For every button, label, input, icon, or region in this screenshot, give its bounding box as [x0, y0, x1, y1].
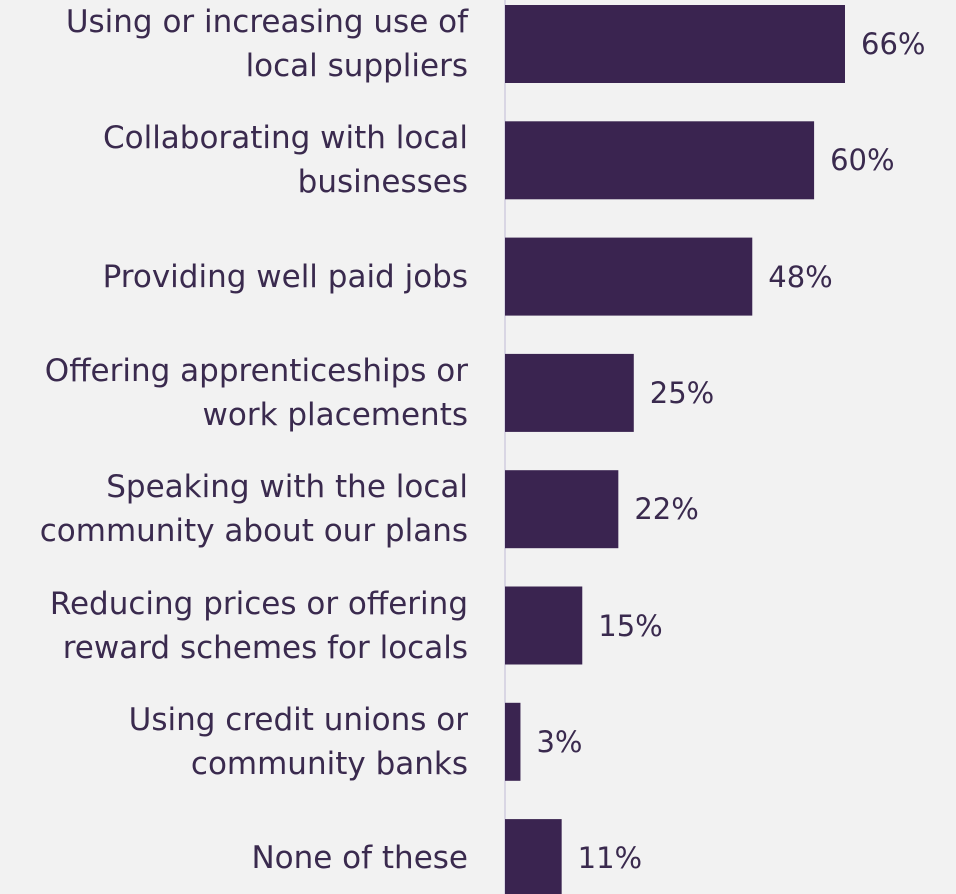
- value-label: 3%: [536, 725, 582, 759]
- category-label: Speaking with the local community about …: [0, 465, 468, 553]
- category-label: Using credit unions or community banks: [0, 698, 468, 786]
- bar: [505, 121, 814, 199]
- value-label: 15%: [598, 609, 662, 643]
- category-label: Collaborating with local businesses: [0, 116, 468, 204]
- value-label: 60%: [830, 143, 894, 177]
- bar: [505, 470, 618, 548]
- value-label: 11%: [578, 841, 642, 875]
- category-label: Offering apprenticeships or work placeme…: [0, 349, 468, 437]
- value-label: 25%: [650, 376, 714, 410]
- value-label: 66%: [861, 27, 925, 61]
- category-label: Using or increasing use of local supplie…: [0, 0, 468, 88]
- category-label: None of these: [0, 836, 468, 880]
- bar: [505, 703, 520, 781]
- bar: [505, 354, 634, 432]
- bar: [505, 238, 752, 316]
- category-label: Reducing prices or offering reward schem…: [0, 582, 468, 670]
- value-label: 22%: [634, 492, 698, 526]
- category-label: Providing well paid jobs: [0, 255, 468, 299]
- value-label: 48%: [768, 260, 832, 294]
- bar: [505, 5, 845, 83]
- bar: [505, 819, 562, 894]
- bar: [505, 587, 582, 665]
